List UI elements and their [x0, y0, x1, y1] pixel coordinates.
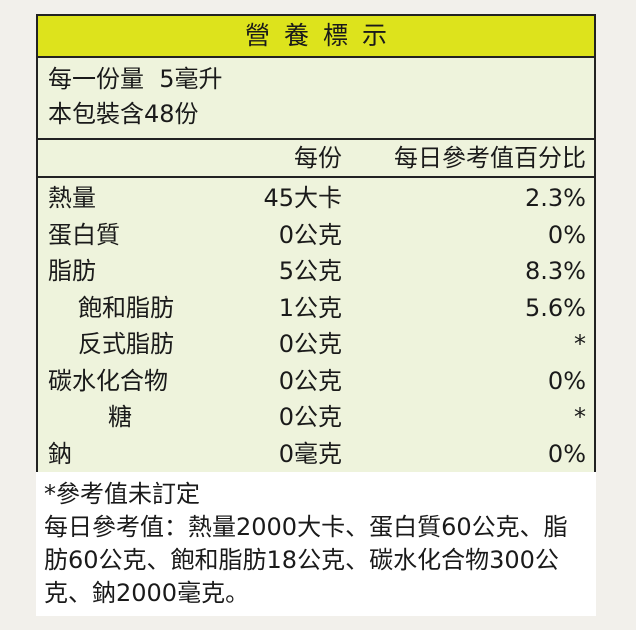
nutrient-name: 碳水化合物: [48, 366, 168, 395]
nutrient-daily-value: *: [574, 330, 586, 358]
nutrient-name: 脂肪: [48, 257, 96, 285]
nutrient-amount: 0公克: [278, 330, 342, 358]
nutrient-row: 熱量 45大卡 2.3%: [38, 180, 594, 217]
header-per-serving: 每份: [294, 144, 342, 172]
nutrient-row: 鈉 0毫克 0%: [38, 436, 594, 473]
nutrient-name: 飽和脂肪: [78, 293, 174, 322]
nutrient-row: 碳水化合物 0公克 0%: [38, 363, 594, 400]
header-daily-value: 每日參考值百分比: [394, 144, 586, 172]
nutrient-daily-value: 0%: [547, 366, 586, 395]
nutrient-name: 鈉: [48, 439, 72, 468]
nutrient-daily-value: 0%: [547, 439, 586, 468]
nutrient-amount: 0公克: [278, 403, 342, 431]
nutrient-daily-value: *: [574, 403, 586, 431]
nutrient-rows: 熱量 45大卡 2.3% 蛋白質 0公克 0% 脂肪 5公克 8.3% 飽和脂肪 1公克 5.6% 反式…: [38, 178, 594, 476]
nutrient-name: 蛋白質: [48, 220, 120, 249]
nutrient-amount: 5公克: [278, 257, 342, 285]
nutrient-row: 飽和脂肪 1公克 5.6%: [38, 290, 594, 327]
nutrient-row: 脂肪 5公克 8.3%: [38, 253, 594, 290]
nutrient-daily-value: 5.6%: [525, 293, 586, 322]
nutrient-amount: 0公克: [278, 366, 342, 395]
nutrient-daily-value: 2.3%: [525, 184, 586, 212]
serving-size: 每一份量 5毫升: [48, 65, 223, 93]
nutrient-name: 熱量: [48, 184, 96, 212]
nutrition-label: 營養標示 每一份量 5毫升 本包裝含48份 每份 每日參考值百分比 熱量 45大卡…: [36, 14, 596, 478]
label-title: 營養標示: [38, 16, 594, 58]
nutrient-row: 蛋白質 0公克 0%: [38, 217, 594, 254]
nutrient-daily-value: 0%: [547, 220, 586, 249]
nutrient-amount: 45大卡: [263, 184, 342, 212]
footnote-note: *參考值未訂定: [44, 480, 200, 508]
footnote: *參考值未訂定 每日參考值：熱量2000大卡、蛋白質60公克、脂肪60公克、飽和…: [36, 472, 596, 616]
nutrient-amount: 0公克: [278, 220, 342, 249]
nutrient-name: 反式脂肪: [78, 330, 174, 358]
nutrient-name: 糖: [108, 403, 132, 431]
nutrient-amount: 0毫克: [278, 439, 342, 468]
nutrient-row: 反式脂肪 0公克 *: [38, 326, 594, 363]
footnote-reference: 每日參考值：熱量2000大卡、蛋白質60公克、脂肪60公克、飽和脂肪18公克、碳…: [44, 513, 568, 607]
column-header: 每份 每日參考值百分比: [38, 140, 594, 178]
nutrient-row: 糖 0公克 *: [38, 399, 594, 436]
nutrient-daily-value: 8.3%: [525, 257, 586, 285]
nutrient-amount: 1公克: [278, 293, 342, 322]
servings-per-package: 本包裝含48份: [48, 100, 199, 128]
serving-info: 每一份量 5毫升 本包裝含48份: [38, 58, 594, 140]
